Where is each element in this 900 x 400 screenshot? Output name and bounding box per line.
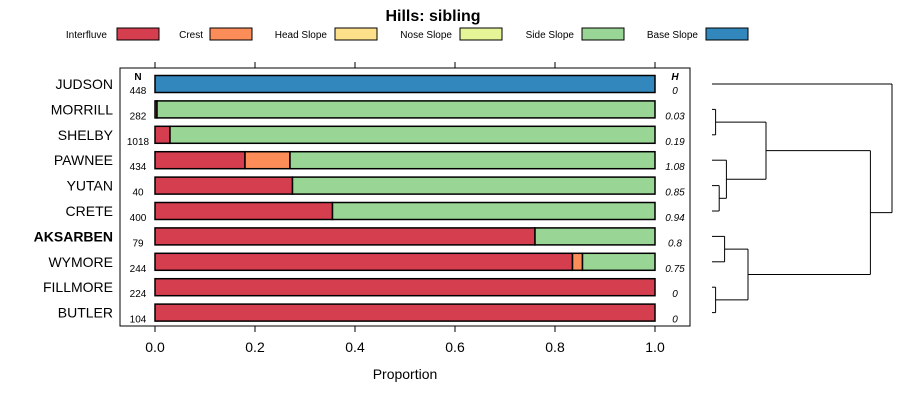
soil-label: AKSARBEN bbox=[34, 228, 113, 244]
n-value: 244 bbox=[130, 264, 147, 275]
x-tick-label: 0.6 bbox=[445, 339, 465, 355]
bar-segment bbox=[331, 201, 656, 221]
soil-label: SHELBY bbox=[58, 127, 114, 143]
x-tick-label: 0.4 bbox=[345, 339, 365, 355]
h-header: H bbox=[671, 72, 679, 83]
legend-swatch bbox=[581, 27, 625, 41]
soil-label: WYMORE bbox=[48, 254, 113, 270]
legend-swatch bbox=[334, 27, 378, 41]
bar-segment bbox=[154, 252, 574, 272]
bar-row bbox=[154, 74, 656, 94]
n-value: 282 bbox=[130, 111, 147, 122]
h-value: 0.19 bbox=[665, 137, 685, 148]
bar-segment bbox=[154, 74, 656, 94]
soil-label: MORRILL bbox=[51, 101, 113, 117]
bar-segment bbox=[154, 150, 246, 170]
h-value: 0.75 bbox=[665, 264, 685, 275]
h-value: 0.8 bbox=[668, 238, 682, 249]
legend-label: Side Slope bbox=[526, 30, 575, 41]
x-axis-title: Proportion bbox=[373, 366, 438, 382]
plot-panel bbox=[119, 67, 691, 327]
bar-row bbox=[154, 201, 656, 221]
bar-segment bbox=[154, 125, 171, 145]
legend-swatch bbox=[459, 27, 503, 41]
bar-segment bbox=[291, 176, 656, 195]
soil-label: JUDSON bbox=[55, 76, 113, 92]
n-value: 400 bbox=[130, 213, 147, 224]
bar-segment bbox=[571, 252, 584, 272]
x-tick-label: 1.0 bbox=[645, 339, 665, 355]
bar-row bbox=[154, 277, 656, 297]
n-header: N bbox=[134, 72, 141, 83]
bar-segment bbox=[289, 150, 656, 170]
bar-row bbox=[154, 100, 656, 119]
h-value: 0 bbox=[672, 315, 678, 326]
bar-segment bbox=[169, 125, 656, 145]
soil-label: CRETE bbox=[66, 203, 113, 219]
legend-swatch bbox=[705, 27, 749, 41]
n-value: 79 bbox=[132, 238, 144, 249]
bar-segment bbox=[154, 277, 656, 297]
h-value: 0 bbox=[672, 289, 678, 300]
soil-label: FILLMORE bbox=[43, 279, 113, 295]
bar-row bbox=[154, 227, 656, 246]
soil-label: YUTAN bbox=[67, 178, 113, 194]
n-value: 1018 bbox=[127, 137, 150, 148]
legend: Interfluve Crest Head Slope Nose Slope Side … bbox=[66, 27, 749, 41]
legend-swatch bbox=[209, 27, 253, 41]
row-labels: N H JUDSON 448 0 MORRILL 282 0.03 SHELBY 1018 0.19… bbox=[34, 72, 686, 326]
soil-label: BUTLER bbox=[58, 305, 113, 321]
legend-label: Nose Slope bbox=[400, 30, 452, 41]
bar-segment bbox=[154, 201, 334, 221]
bar-row bbox=[154, 252, 656, 272]
bar-segment bbox=[156, 100, 656, 119]
legend-label: Base Slope bbox=[647, 30, 699, 41]
bar-segment bbox=[154, 176, 294, 195]
h-value: 1.08 bbox=[665, 162, 685, 173]
chart-title: Hills: sibling bbox=[385, 8, 480, 25]
h-value: 0.94 bbox=[665, 213, 685, 224]
bar-row bbox=[154, 125, 656, 145]
bar-row bbox=[154, 303, 656, 322]
x-tick-label: 0.0 bbox=[145, 339, 165, 355]
bar-segment bbox=[154, 303, 656, 322]
n-value: 224 bbox=[130, 289, 147, 300]
x-tick-label: 0.2 bbox=[245, 339, 265, 355]
bar-row bbox=[154, 150, 656, 170]
legend-label: Head Slope bbox=[275, 30, 328, 41]
panel-border bbox=[119, 67, 691, 327]
dendrogram bbox=[712, 83, 893, 314]
n-value: 104 bbox=[130, 315, 147, 326]
bar-segment bbox=[154, 227, 536, 246]
soil-label: PAWNEE bbox=[54, 152, 113, 168]
legend-label: Interfluve bbox=[66, 30, 108, 41]
h-value: 0.03 bbox=[665, 111, 685, 122]
h-value: 0 bbox=[672, 86, 678, 97]
n-value: 434 bbox=[130, 162, 147, 173]
n-value: 40 bbox=[132, 188, 144, 199]
bar-segment bbox=[581, 252, 656, 272]
bar-row bbox=[154, 176, 656, 195]
x-tick-label: 0.8 bbox=[545, 339, 565, 355]
bar-segment bbox=[244, 150, 291, 170]
legend-swatch bbox=[116, 27, 160, 41]
x-axis: 0.0 0.2 0.4 0.6 0.8 1.0 Proportion bbox=[145, 62, 665, 382]
legend-label: Crest bbox=[179, 30, 203, 41]
h-value: 0.85 bbox=[665, 188, 685, 199]
bar-segment bbox=[534, 227, 656, 246]
bars bbox=[154, 74, 656, 322]
n-value: 448 bbox=[130, 86, 147, 97]
